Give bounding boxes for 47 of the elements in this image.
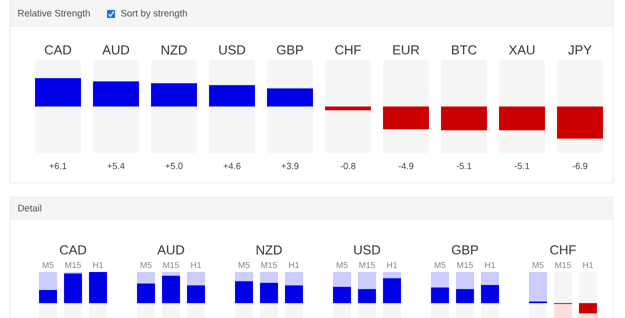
data-label: -5.1 [456,162,472,170]
series-label: H1 [93,262,104,268]
x-tick-label: CHF [550,245,576,254]
text: M15 [555,262,571,268]
text: M5 [336,262,348,268]
data-label: -5.1 [514,162,530,170]
series-label: M15 [65,262,81,268]
data-label: -4.9 [398,162,414,170]
chart-title: Detail [18,204,42,212]
text: M5 [140,262,152,268]
x-tick-label: NZD [256,246,282,254]
data-label: +6.1 [50,162,66,170]
x-tick-label: EUR [393,45,420,54]
text: M15 [359,262,375,268]
data-label: -6.9 [572,162,588,170]
x-tick-label: CAD [44,45,72,54]
text: M5 [434,262,446,268]
text: H1 [191,262,202,268]
x-tick-label: JPY [568,45,592,54]
text: M15 [163,262,179,268]
text: M15 [457,262,473,268]
text: M15 [261,262,277,268]
text: M5 [532,262,544,268]
text: H1 [485,262,496,268]
text: M5 [42,262,54,268]
x-tick-label: USD [354,245,380,254]
data-label: -0.8 [340,162,356,170]
text: H1 [583,262,594,268]
data-label: +5.4 [108,162,125,170]
x-tick-label: GBP [452,245,478,254]
text: Sort by strength [120,10,187,18]
x-tick-label: BTC [452,45,477,54]
data-label: +5.0 [166,162,183,170]
text: H1 [289,262,300,268]
x-tick-label: NZD [162,46,187,54]
x-tick-label: XAU [508,45,534,54]
data-label: +4.6 [224,162,240,170]
chart-title: Relative Strength [18,10,90,18]
x-tick-label: AUD [102,45,130,54]
x-tick-label: GBP [276,45,304,54]
text: H1 [387,262,398,268]
x-tick-label: CAD [60,245,86,254]
x-tick-label: AUD [157,245,184,254]
data-label: +3.9 [282,162,298,170]
x-tick-label: CHF [335,45,361,54]
x-tick-label: USD [219,45,246,54]
series-label: M5 [238,262,250,268]
